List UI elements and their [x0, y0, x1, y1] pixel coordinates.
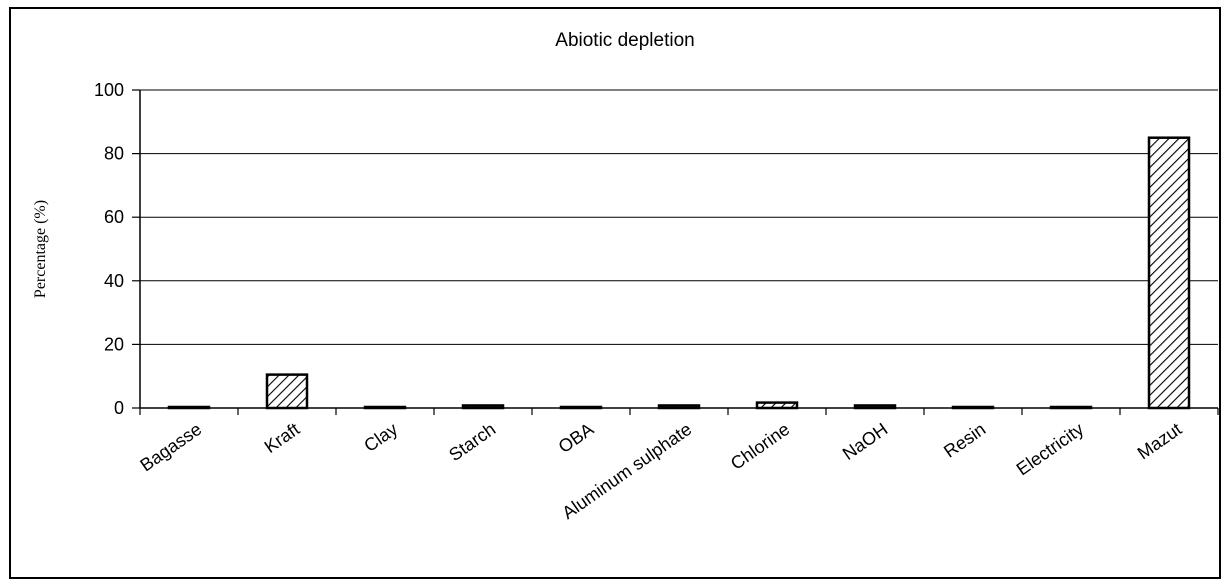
- y-tick-label: 60: [104, 207, 124, 227]
- bar-mazut: [1147, 136, 1191, 410]
- chart-title: Abiotic depletion: [555, 30, 694, 51]
- y-tick-label: 40: [104, 271, 124, 291]
- chart-border: [9, 7, 1221, 579]
- y-axis-label: Percentage (%): [32, 200, 49, 298]
- y-tick-label: 20: [104, 334, 124, 354]
- y-tick-label: 80: [104, 144, 124, 164]
- y-tick-label: 0: [114, 398, 124, 418]
- bar-chlorine: [755, 401, 799, 410]
- bar-kraft: [265, 373, 309, 410]
- axes: [132, 89, 1219, 415]
- gridlines: [140, 89, 1218, 345]
- y-tick-label: 100: [94, 80, 124, 100]
- y-tick-labels: 0 20 40 60 80 100: [94, 80, 124, 418]
